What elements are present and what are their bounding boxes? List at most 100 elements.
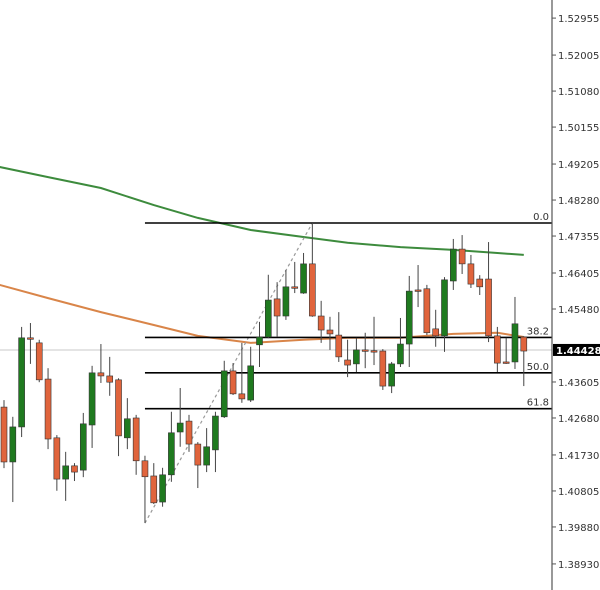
candle-body bbox=[256, 336, 263, 346]
candle-body bbox=[353, 349, 360, 365]
candle bbox=[264, 274, 272, 339]
candle bbox=[388, 361, 395, 394]
candle-body bbox=[317, 315, 325, 331]
candle bbox=[414, 265, 422, 308]
candle-body bbox=[476, 278, 484, 288]
candle-body bbox=[291, 286, 299, 289]
candle-body bbox=[229, 370, 237, 395]
candle-body bbox=[273, 298, 281, 317]
price-tick-label: 1.49205 bbox=[558, 160, 599, 171]
candle-body bbox=[309, 263, 316, 317]
candle-body bbox=[18, 337, 25, 428]
price-axis-background bbox=[552, 0, 600, 590]
price-tick-label: 1.52955 bbox=[558, 14, 599, 25]
candle-body bbox=[9, 426, 17, 463]
price-tick-label: 1.39880 bbox=[558, 523, 599, 534]
candle-body bbox=[53, 437, 61, 480]
candle bbox=[370, 316, 378, 366]
candle-body bbox=[494, 335, 501, 364]
price-tick-label: 1.51080 bbox=[558, 87, 599, 98]
candle-body bbox=[511, 323, 519, 363]
moving-average-fast-line bbox=[0, 283, 524, 344]
candle bbox=[159, 467, 166, 507]
price-axis[interactable]: 1.52955 1.52005 1.51080 1.50155 1.49205 1.482… bbox=[551, 0, 600, 590]
candle bbox=[309, 223, 316, 317]
candle-body bbox=[502, 361, 510, 364]
candle-body bbox=[150, 475, 158, 504]
candle bbox=[511, 296, 519, 369]
candle-body bbox=[432, 328, 439, 337]
candle bbox=[467, 254, 475, 288]
candle-body bbox=[335, 334, 343, 358]
candle-body bbox=[405, 290, 413, 345]
candle bbox=[88, 365, 96, 448]
candle-body bbox=[361, 349, 369, 352]
candle bbox=[132, 414, 140, 475]
candle-body bbox=[71, 465, 78, 473]
candle-body bbox=[397, 343, 404, 365]
candle-body bbox=[379, 350, 387, 387]
candle-body bbox=[88, 372, 96, 426]
fibonacci-retracement[interactable]: 0.0 38.2 50.0 61.8 bbox=[144, 212, 552, 524]
candle-body bbox=[370, 350, 378, 353]
price-tick-label: 1.38930 bbox=[558, 560, 599, 571]
candle bbox=[344, 339, 351, 378]
candle bbox=[353, 337, 360, 373]
candle-body bbox=[441, 279, 448, 337]
candles bbox=[0, 223, 528, 524]
candle bbox=[0, 400, 8, 469]
candle-body bbox=[423, 288, 431, 334]
candle-body bbox=[520, 336, 528, 352]
candle bbox=[405, 275, 413, 367]
candle-body bbox=[168, 432, 175, 476]
candle bbox=[256, 321, 263, 367]
price-tick-label: 1.42680 bbox=[558, 414, 599, 425]
candle bbox=[450, 238, 457, 290]
moving-average-slow-line bbox=[0, 166, 524, 256]
candle bbox=[494, 326, 501, 373]
candle-body bbox=[300, 263, 307, 294]
candle-body bbox=[62, 465, 69, 480]
candle bbox=[79, 412, 87, 478]
candle-body bbox=[238, 393, 246, 400]
price-tick-label: 1.48280 bbox=[558, 196, 599, 207]
candle bbox=[361, 332, 369, 369]
candle-body bbox=[485, 278, 492, 337]
price-tick-label: 1.50155 bbox=[558, 123, 599, 134]
candle bbox=[485, 242, 492, 343]
candle bbox=[9, 416, 17, 503]
candle-body bbox=[388, 363, 395, 387]
candle bbox=[238, 342, 246, 403]
candle bbox=[194, 442, 202, 489]
candle bbox=[18, 326, 25, 438]
candle-body bbox=[203, 446, 210, 466]
candle bbox=[141, 455, 149, 524]
candle bbox=[62, 451, 69, 501]
candle-body bbox=[79, 423, 87, 471]
candle-body bbox=[176, 422, 184, 433]
candle-body bbox=[185, 420, 193, 445]
candle-body bbox=[467, 263, 475, 285]
candle bbox=[300, 252, 307, 294]
candle bbox=[520, 336, 528, 387]
candle-body bbox=[124, 418, 131, 439]
candle-body bbox=[97, 372, 105, 377]
candle bbox=[212, 411, 219, 473]
candle-body bbox=[344, 359, 351, 366]
candle-body bbox=[212, 415, 219, 451]
candle-body bbox=[247, 365, 254, 401]
candle bbox=[53, 435, 61, 491]
price-tick-label: 1.45480 bbox=[558, 305, 599, 316]
candle bbox=[71, 463, 78, 482]
candle bbox=[317, 300, 325, 343]
candle bbox=[150, 463, 158, 504]
candle bbox=[476, 275, 484, 295]
candle bbox=[27, 323, 34, 364]
candle bbox=[168, 411, 175, 482]
current-price-label: 1.44428 bbox=[556, 346, 600, 357]
candle-body bbox=[450, 248, 457, 282]
price-tick-label: 1.47355 bbox=[558, 232, 599, 243]
price-tick-label: 1.40805 bbox=[558, 487, 599, 498]
